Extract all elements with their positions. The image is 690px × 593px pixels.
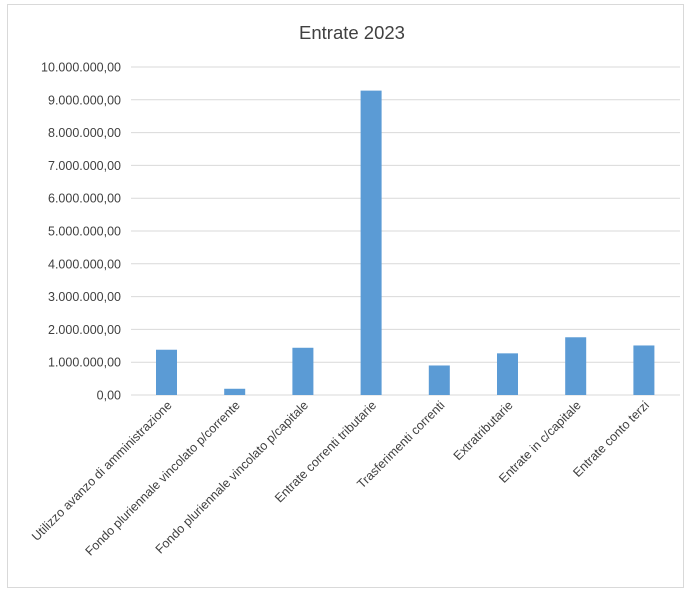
x-category-label: Utilizzo avanzo di amministrazione	[29, 398, 175, 544]
x-category-label: Extratributarie	[451, 398, 516, 463]
x-category-label: Fondo pluriennale vincolato p/capitale	[153, 398, 311, 556]
x-category-label: Fondo pluriennale vincolato p/corrente	[83, 398, 243, 558]
y-tick-label: 1.000.000,00	[48, 356, 121, 370]
bar	[156, 349, 177, 395]
chart-title: Entrate 2023	[299, 22, 405, 43]
bar	[633, 345, 655, 395]
y-tick-label: 8.000.000,00	[48, 126, 121, 140]
y-tick-label: 4.000.000,00	[48, 257, 121, 271]
y-tick-label: 6.000.000,00	[48, 192, 121, 206]
bars	[156, 90, 655, 395]
bar	[292, 347, 314, 395]
y-tick-label: 3.000.000,00	[48, 290, 121, 304]
gridlines	[131, 66, 680, 396]
y-tick-label: 0,00	[97, 389, 121, 403]
bar	[497, 353, 518, 395]
x-axis-labels: Utilizzo avanzo di amministrazioneFondo …	[29, 398, 652, 558]
y-tick-label: 2.000.000,00	[48, 323, 121, 337]
bar	[360, 90, 382, 395]
y-tick-label: 9.000.000,00	[48, 93, 121, 107]
bar	[224, 388, 246, 395]
bar	[565, 337, 587, 395]
y-tick-label: 5.000.000,00	[48, 225, 121, 239]
y-tick-label: 7.000.000,00	[48, 159, 121, 173]
chart-frame	[7, 4, 684, 588]
y-axis-ticks: 0,00 1.000.000,00 2.000.000,00 3.000.000,00…	[41, 61, 121, 403]
y-tick-label: 10.000.000,00	[41, 61, 121, 75]
bar	[428, 365, 450, 395]
x-category-label: Entrate conto terzi	[570, 398, 652, 480]
